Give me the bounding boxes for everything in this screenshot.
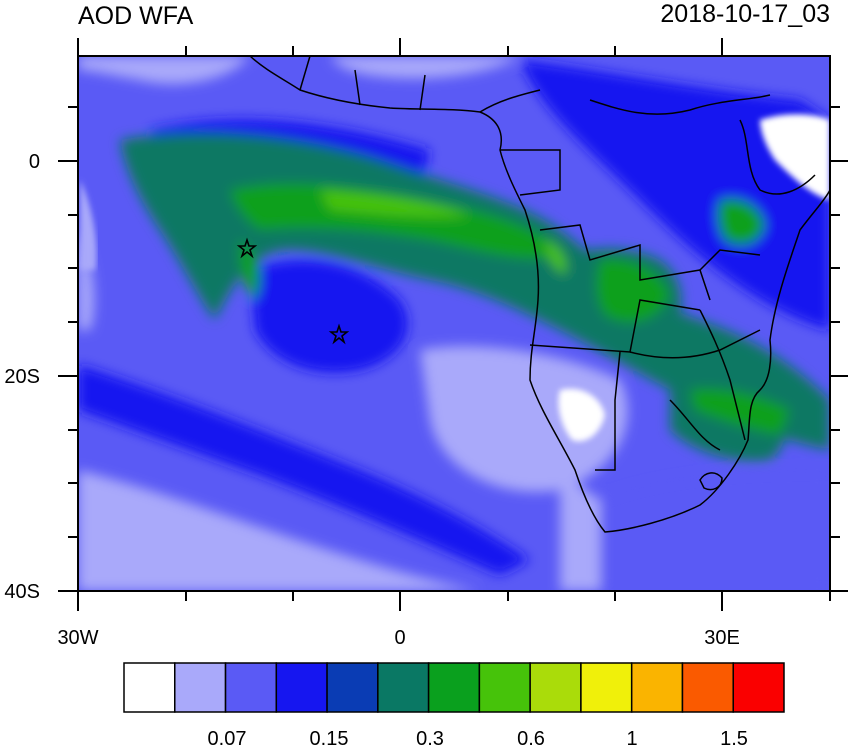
colorbar bbox=[123, 662, 785, 713]
colorbar-label: 0.6 bbox=[517, 728, 545, 747]
colorbar-label: 0.15 bbox=[310, 728, 349, 747]
colorbar-label: 1 bbox=[626, 728, 637, 747]
colorbar-swatch bbox=[224, 662, 278, 713]
colorbar-swatch bbox=[732, 662, 785, 713]
axis-ticks bbox=[58, 38, 848, 611]
map-datetime: 2018-10-17_03 bbox=[660, 0, 830, 28]
colorbar-label: 1.5 bbox=[720, 728, 748, 747]
map-title: AOD WFA bbox=[78, 2, 194, 30]
colorbar-swatch bbox=[529, 662, 582, 713]
lon-label-30w: 30W bbox=[57, 627, 98, 649]
colorbar-swatch bbox=[427, 662, 481, 713]
lat-label-40s: 40S bbox=[4, 581, 40, 603]
colorbar-swatch bbox=[630, 662, 684, 713]
colorbar-swatch bbox=[123, 662, 176, 713]
map-frame bbox=[77, 55, 831, 592]
colorbar-swatch bbox=[326, 662, 379, 713]
colorbar-swatch bbox=[377, 662, 430, 713]
colorbar-swatch bbox=[478, 662, 531, 713]
star-marker-icon bbox=[236, 237, 258, 259]
colorbar-swatch bbox=[174, 662, 227, 713]
lat-label-0: 0 bbox=[29, 151, 40, 173]
star-marker-icon bbox=[328, 323, 350, 345]
colorbar-label: 0.07 bbox=[208, 728, 247, 747]
colorbar-labels: 0.07 0.15 0.3 0.6 1 1.5 bbox=[208, 728, 748, 747]
station-markers bbox=[236, 237, 350, 345]
colorbar-swatch bbox=[580, 662, 633, 713]
colorbar-label: 0.3 bbox=[416, 728, 444, 747]
lat-label-20s: 20S bbox=[4, 366, 40, 388]
aod-field bbox=[78, 56, 830, 591]
coastlines bbox=[249, 56, 830, 533]
colorbar-swatch bbox=[275, 662, 328, 713]
colorbar-swatch bbox=[681, 662, 734, 713]
lon-label-30e: 30E bbox=[704, 627, 740, 649]
lon-label-0: 0 bbox=[394, 627, 405, 649]
